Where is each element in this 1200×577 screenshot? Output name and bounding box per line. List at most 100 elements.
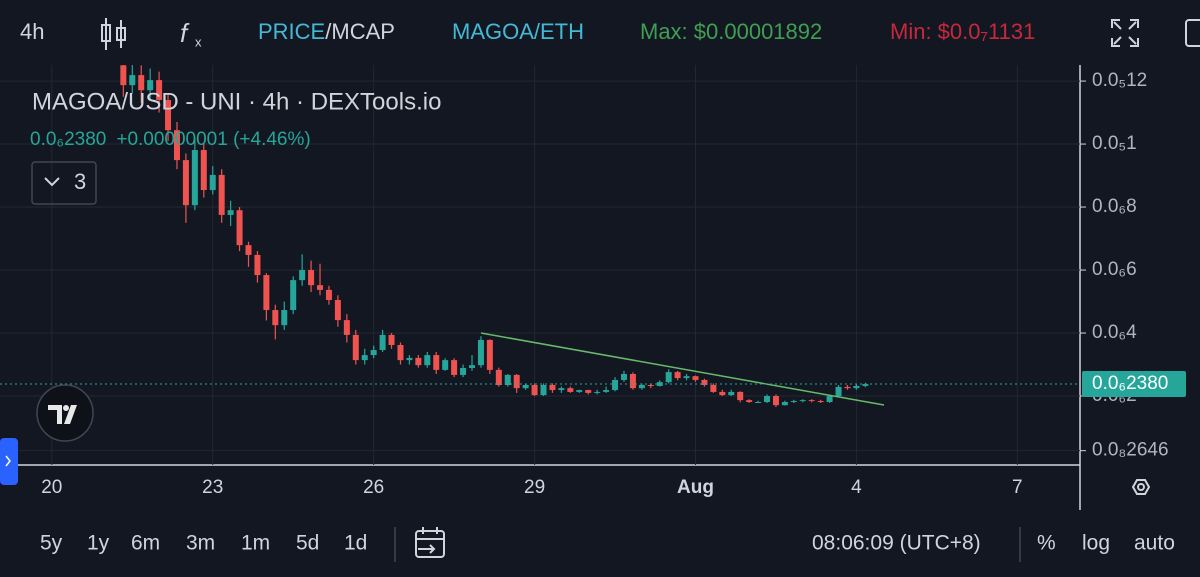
mcap-label[interactable]: /MCAP xyxy=(325,19,395,44)
candle-body xyxy=(209,174,216,191)
candle-body xyxy=(665,372,672,383)
candle-body xyxy=(746,400,753,403)
candle-body xyxy=(200,150,207,191)
candle-body xyxy=(460,367,467,375)
y-tick-label: 0.0₆6 xyxy=(1092,259,1137,280)
x-tick-label: 20 xyxy=(41,477,62,498)
candle-body xyxy=(397,345,404,361)
candle-body xyxy=(236,210,243,246)
price-tag xyxy=(1082,371,1186,398)
candle-body xyxy=(799,400,806,402)
candle-body xyxy=(513,374,520,389)
candle-body xyxy=(120,65,127,86)
price-label[interactable]: PRICE xyxy=(258,19,325,44)
candle-body xyxy=(728,391,735,396)
candle-body xyxy=(415,357,422,366)
candle-body xyxy=(370,350,377,356)
candle-body xyxy=(477,339,484,366)
candle-body xyxy=(755,402,762,404)
candle-body xyxy=(585,390,592,393)
candles xyxy=(120,65,869,408)
indicator-toggle[interactable]: 3 xyxy=(31,161,97,205)
candle-body xyxy=(549,385,556,391)
candle-body xyxy=(138,75,145,91)
candle-body xyxy=(299,270,306,281)
indicator-count[interactable]: 3 xyxy=(74,169,86,194)
candle-body xyxy=(647,385,654,386)
trend-line xyxy=(480,332,885,406)
x-tick-label: 4 xyxy=(851,477,862,498)
range-button[interactable]: 3m xyxy=(186,532,215,555)
settings-icon[interactable] xyxy=(1185,19,1200,47)
candle-body xyxy=(379,334,386,351)
range-button[interactable]: 1d xyxy=(344,532,367,555)
clock: 08:06:09 (UTC+8) xyxy=(812,532,981,555)
candle-body xyxy=(558,388,565,391)
candle-body xyxy=(790,401,797,403)
candle-body xyxy=(629,373,636,389)
candle-body xyxy=(620,373,627,380)
candle-body xyxy=(638,385,645,389)
log-button[interactable]: log xyxy=(1082,532,1110,555)
x-tick-label: 23 xyxy=(202,477,223,498)
candle-body xyxy=(781,402,788,406)
range-button[interactable]: 1y xyxy=(87,532,110,555)
candle-body xyxy=(147,80,154,91)
candle-body xyxy=(486,339,493,370)
candle-body xyxy=(290,280,297,311)
candle-body xyxy=(772,396,779,406)
candle-body xyxy=(674,372,681,379)
pair-button[interactable]: MAGOA/ETH xyxy=(452,19,584,44)
interval-button[interactable]: 4h xyxy=(20,19,44,44)
candle-body xyxy=(433,355,440,370)
y-tick-label: 0.0₈2646 xyxy=(1092,440,1169,461)
candle-body xyxy=(531,385,538,396)
chart-title: MAGOA/USD - UNI · 4h · DEXTools.io xyxy=(32,88,441,115)
side-tab[interactable] xyxy=(0,438,18,485)
candle-body xyxy=(156,80,163,100)
candle-body xyxy=(361,355,368,361)
range-button[interactable]: 1m xyxy=(241,532,270,555)
indicator-icon[interactable]: f xyxy=(180,18,190,48)
max-price: Max: $0.00001892 xyxy=(640,19,822,44)
candle-body xyxy=(218,174,225,215)
y-tick-label: 0.0₆4 xyxy=(1092,322,1137,343)
candle-body xyxy=(388,334,395,345)
candle-body xyxy=(844,386,851,389)
candle-body xyxy=(442,360,449,370)
percent-button[interactable]: % xyxy=(1037,532,1056,555)
candle-body xyxy=(504,374,511,385)
candle-body xyxy=(352,334,359,361)
tradingview-logo[interactable] xyxy=(36,384,94,442)
range-button[interactable]: 5d xyxy=(296,532,319,555)
indicator-icon[interactable]: x xyxy=(195,34,202,49)
candle-body xyxy=(281,310,288,326)
candle-body xyxy=(603,390,610,392)
candle-body xyxy=(719,391,726,396)
price-toggle[interactable]: PRICE/MCAP xyxy=(258,19,395,44)
candle-body xyxy=(182,160,189,206)
auto-button[interactable]: auto xyxy=(1134,532,1175,555)
range-button[interactable]: 5y xyxy=(40,532,63,555)
axis-settings-icon[interactable] xyxy=(1131,479,1151,495)
x-axis-labels: 20 23 26 29 Aug 4 7 xyxy=(41,477,1022,498)
range-button[interactable]: 6m xyxy=(131,532,160,555)
candle-icon[interactable] xyxy=(101,18,126,50)
legend-change: +0.00000001 (+4.46%) xyxy=(116,129,310,150)
candle-body xyxy=(469,365,475,368)
candle-body xyxy=(129,75,136,86)
candle-body xyxy=(406,357,413,361)
candle-body xyxy=(594,391,601,393)
date-range-icon[interactable] xyxy=(415,527,445,558)
candle-body xyxy=(853,385,860,389)
fullscreen-icon[interactable] xyxy=(1111,19,1139,47)
footer: 08:06:09 (UTC+8) % log auto 5y 1y 6m 3m 1m 5d… xyxy=(40,527,1175,562)
candle-body xyxy=(656,382,663,386)
candle-body xyxy=(567,388,574,392)
min-price: Min: $0.0₇1131 xyxy=(890,19,1035,44)
x-tick-label: 26 xyxy=(363,477,384,498)
candle-body xyxy=(165,99,172,131)
